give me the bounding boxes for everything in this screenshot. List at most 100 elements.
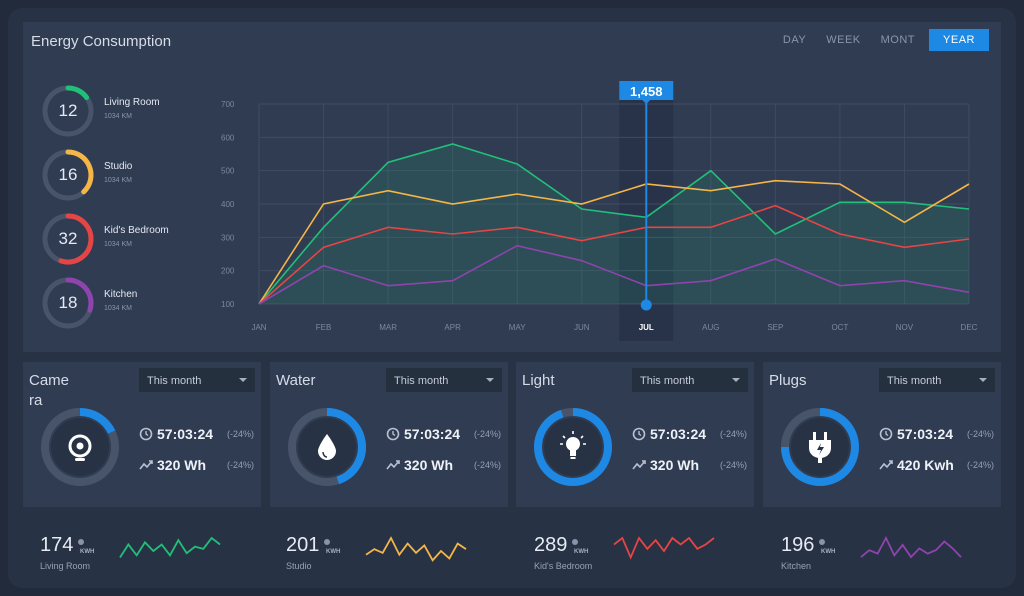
- y-tick-label: 400: [221, 200, 235, 209]
- energy-delta: (-24%): [474, 460, 502, 470]
- room-value: 32: [58, 229, 78, 248]
- series-line-3: [258, 244, 970, 305]
- ring-progress: [65, 85, 90, 100]
- time-delta: (-24%): [474, 429, 502, 439]
- trend-icon: [632, 460, 646, 470]
- ring-progress: [58, 213, 94, 265]
- highlight-tooltip: [619, 81, 674, 100]
- sparkline: [119, 536, 221, 558]
- summary-studio[interactable]: 201 KWH Studio: [286, 530, 506, 580]
- room-item-kids-bedroom[interactable]: 32 Kid's Bedroom 1034 KM: [41, 212, 201, 268]
- x-tick-label: JUL: [639, 323, 654, 332]
- y-tick-label: 100: [221, 300, 235, 309]
- highlight-value: 1,458: [630, 84, 663, 99]
- summary-unit: KWH: [80, 549, 95, 555]
- plug-icon: [809, 432, 831, 463]
- period-dropdown[interactable]: This month: [879, 368, 995, 392]
- time-delta: (-24%): [227, 429, 255, 439]
- summary-unit: KWH: [574, 549, 589, 555]
- dropdown-value: This month: [147, 375, 202, 387]
- summary-value: 174: [40, 534, 74, 556]
- period-dropdown[interactable]: This month: [386, 368, 502, 392]
- highlight-dot: [640, 299, 652, 311]
- energy-delta: (-24%): [720, 460, 748, 470]
- summary-value: 201: [286, 534, 320, 556]
- room-value: 12: [58, 101, 78, 120]
- summary-kitchen[interactable]: 196 KWH Kitchen: [781, 530, 1001, 580]
- light-bulb-icon: [560, 431, 586, 459]
- chevron-down-icon: [486, 378, 494, 382]
- room-value: 18: [58, 293, 78, 312]
- status-dot: [819, 539, 825, 545]
- sparkline: [613, 536, 715, 560]
- summary-value: 196: [781, 534, 815, 556]
- gauge-progress: [534, 408, 612, 486]
- device-card-plugs: Plugs This month 57:03:24 (-24%) 420 Kwh…: [763, 362, 1001, 507]
- clock-icon: [632, 427, 646, 441]
- y-tick-label: 600: [221, 133, 235, 142]
- time-value: 57:03:24: [157, 426, 214, 442]
- x-tick-label: FEB: [316, 323, 332, 332]
- room-item-kitchen[interactable]: 18 Kitchen 1034 KM: [41, 276, 201, 332]
- summary-label: Kid's Bedroom: [534, 561, 593, 571]
- tab-month[interactable]: MONT: [880, 34, 916, 46]
- sparkline-path: [365, 536, 467, 562]
- y-tick-label: 700: [221, 100, 235, 109]
- room-sub: 1034 KM: [104, 241, 133, 248]
- tab-year[interactable]: YEAR: [929, 29, 989, 51]
- card-title: Camera: [29, 372, 70, 409]
- tab-day[interactable]: DAY: [782, 34, 807, 46]
- series-line-1: [258, 179, 970, 305]
- period-dropdown[interactable]: This month: [632, 368, 748, 392]
- sparkline-path: [613, 536, 715, 560]
- device-card-light: Light This month 57:03:24 (-24%) 320 Wh …: [516, 362, 754, 507]
- x-tick-label: MAR: [379, 323, 397, 332]
- y-tick-label: 300: [221, 233, 235, 242]
- card-title: Light: [522, 372, 555, 389]
- water-drop-icon: [318, 434, 336, 460]
- card-title: Plugs: [769, 372, 807, 389]
- room-ring: [42, 277, 94, 329]
- clock-icon: [386, 427, 400, 441]
- sparkline-path: [860, 536, 962, 559]
- sparkline: [365, 536, 467, 562]
- energy-value: 320 Wh: [650, 457, 700, 473]
- x-tick-label: DEC: [961, 323, 978, 332]
- time-value: 57:03:24: [650, 426, 707, 442]
- room-item-living-room[interactable]: 12 Living Room 1034 KM: [41, 84, 201, 140]
- room-name: Kitchen: [104, 289, 138, 300]
- range-tabs: DAY WEEK MONT YEAR: [773, 29, 989, 51]
- tooltip-pointer: [642, 100, 651, 104]
- chevron-down-icon: [239, 378, 247, 382]
- gauge-progress: [326, 408, 366, 485]
- x-tick-label: APR: [444, 323, 461, 332]
- room-item-studio[interactable]: 16 Studio 1034 KM: [41, 148, 201, 204]
- x-tick-label: NOV: [896, 323, 914, 332]
- x-tick-label: JAN: [251, 323, 266, 332]
- clock-icon: [879, 427, 893, 441]
- series-line-2: [258, 204, 970, 305]
- room-value: 16: [58, 165, 78, 184]
- sparkline-path: [119, 536, 221, 558]
- summary-living-room[interactable]: 174 KWH Living Room: [40, 530, 260, 580]
- room-name: Kid's Bedroom: [104, 225, 169, 236]
- dropdown-value: This month: [640, 375, 695, 387]
- y-tick-label: 200: [221, 267, 235, 276]
- tab-week[interactable]: WEEK: [826, 34, 861, 46]
- summary-kids-bedroom[interactable]: 289 KWH Kid's Bedroom: [534, 530, 754, 580]
- summary-label: Living Room: [40, 561, 91, 571]
- energy-line-chart[interactable]: 700 600 500 400 300 200 100 JAN FEB MAR APR MAY JUN J…: [23, 22, 1001, 352]
- time-value: 57:03:24: [404, 426, 461, 442]
- summary-label: Studio: [286, 561, 312, 571]
- status-dot: [78, 539, 84, 545]
- room-ring: [42, 85, 94, 137]
- room-sub: 1034 KM: [104, 113, 133, 120]
- status-dot: [572, 539, 578, 545]
- energy-delta: (-24%): [967, 460, 995, 470]
- sparkline: [860, 536, 962, 559]
- x-tick-label: MAY: [509, 323, 526, 332]
- period-dropdown[interactable]: This month: [139, 368, 255, 392]
- energy-value: 320 Wh: [404, 457, 454, 473]
- trend-icon: [139, 460, 153, 470]
- summary-label: Kitchen: [781, 561, 812, 571]
